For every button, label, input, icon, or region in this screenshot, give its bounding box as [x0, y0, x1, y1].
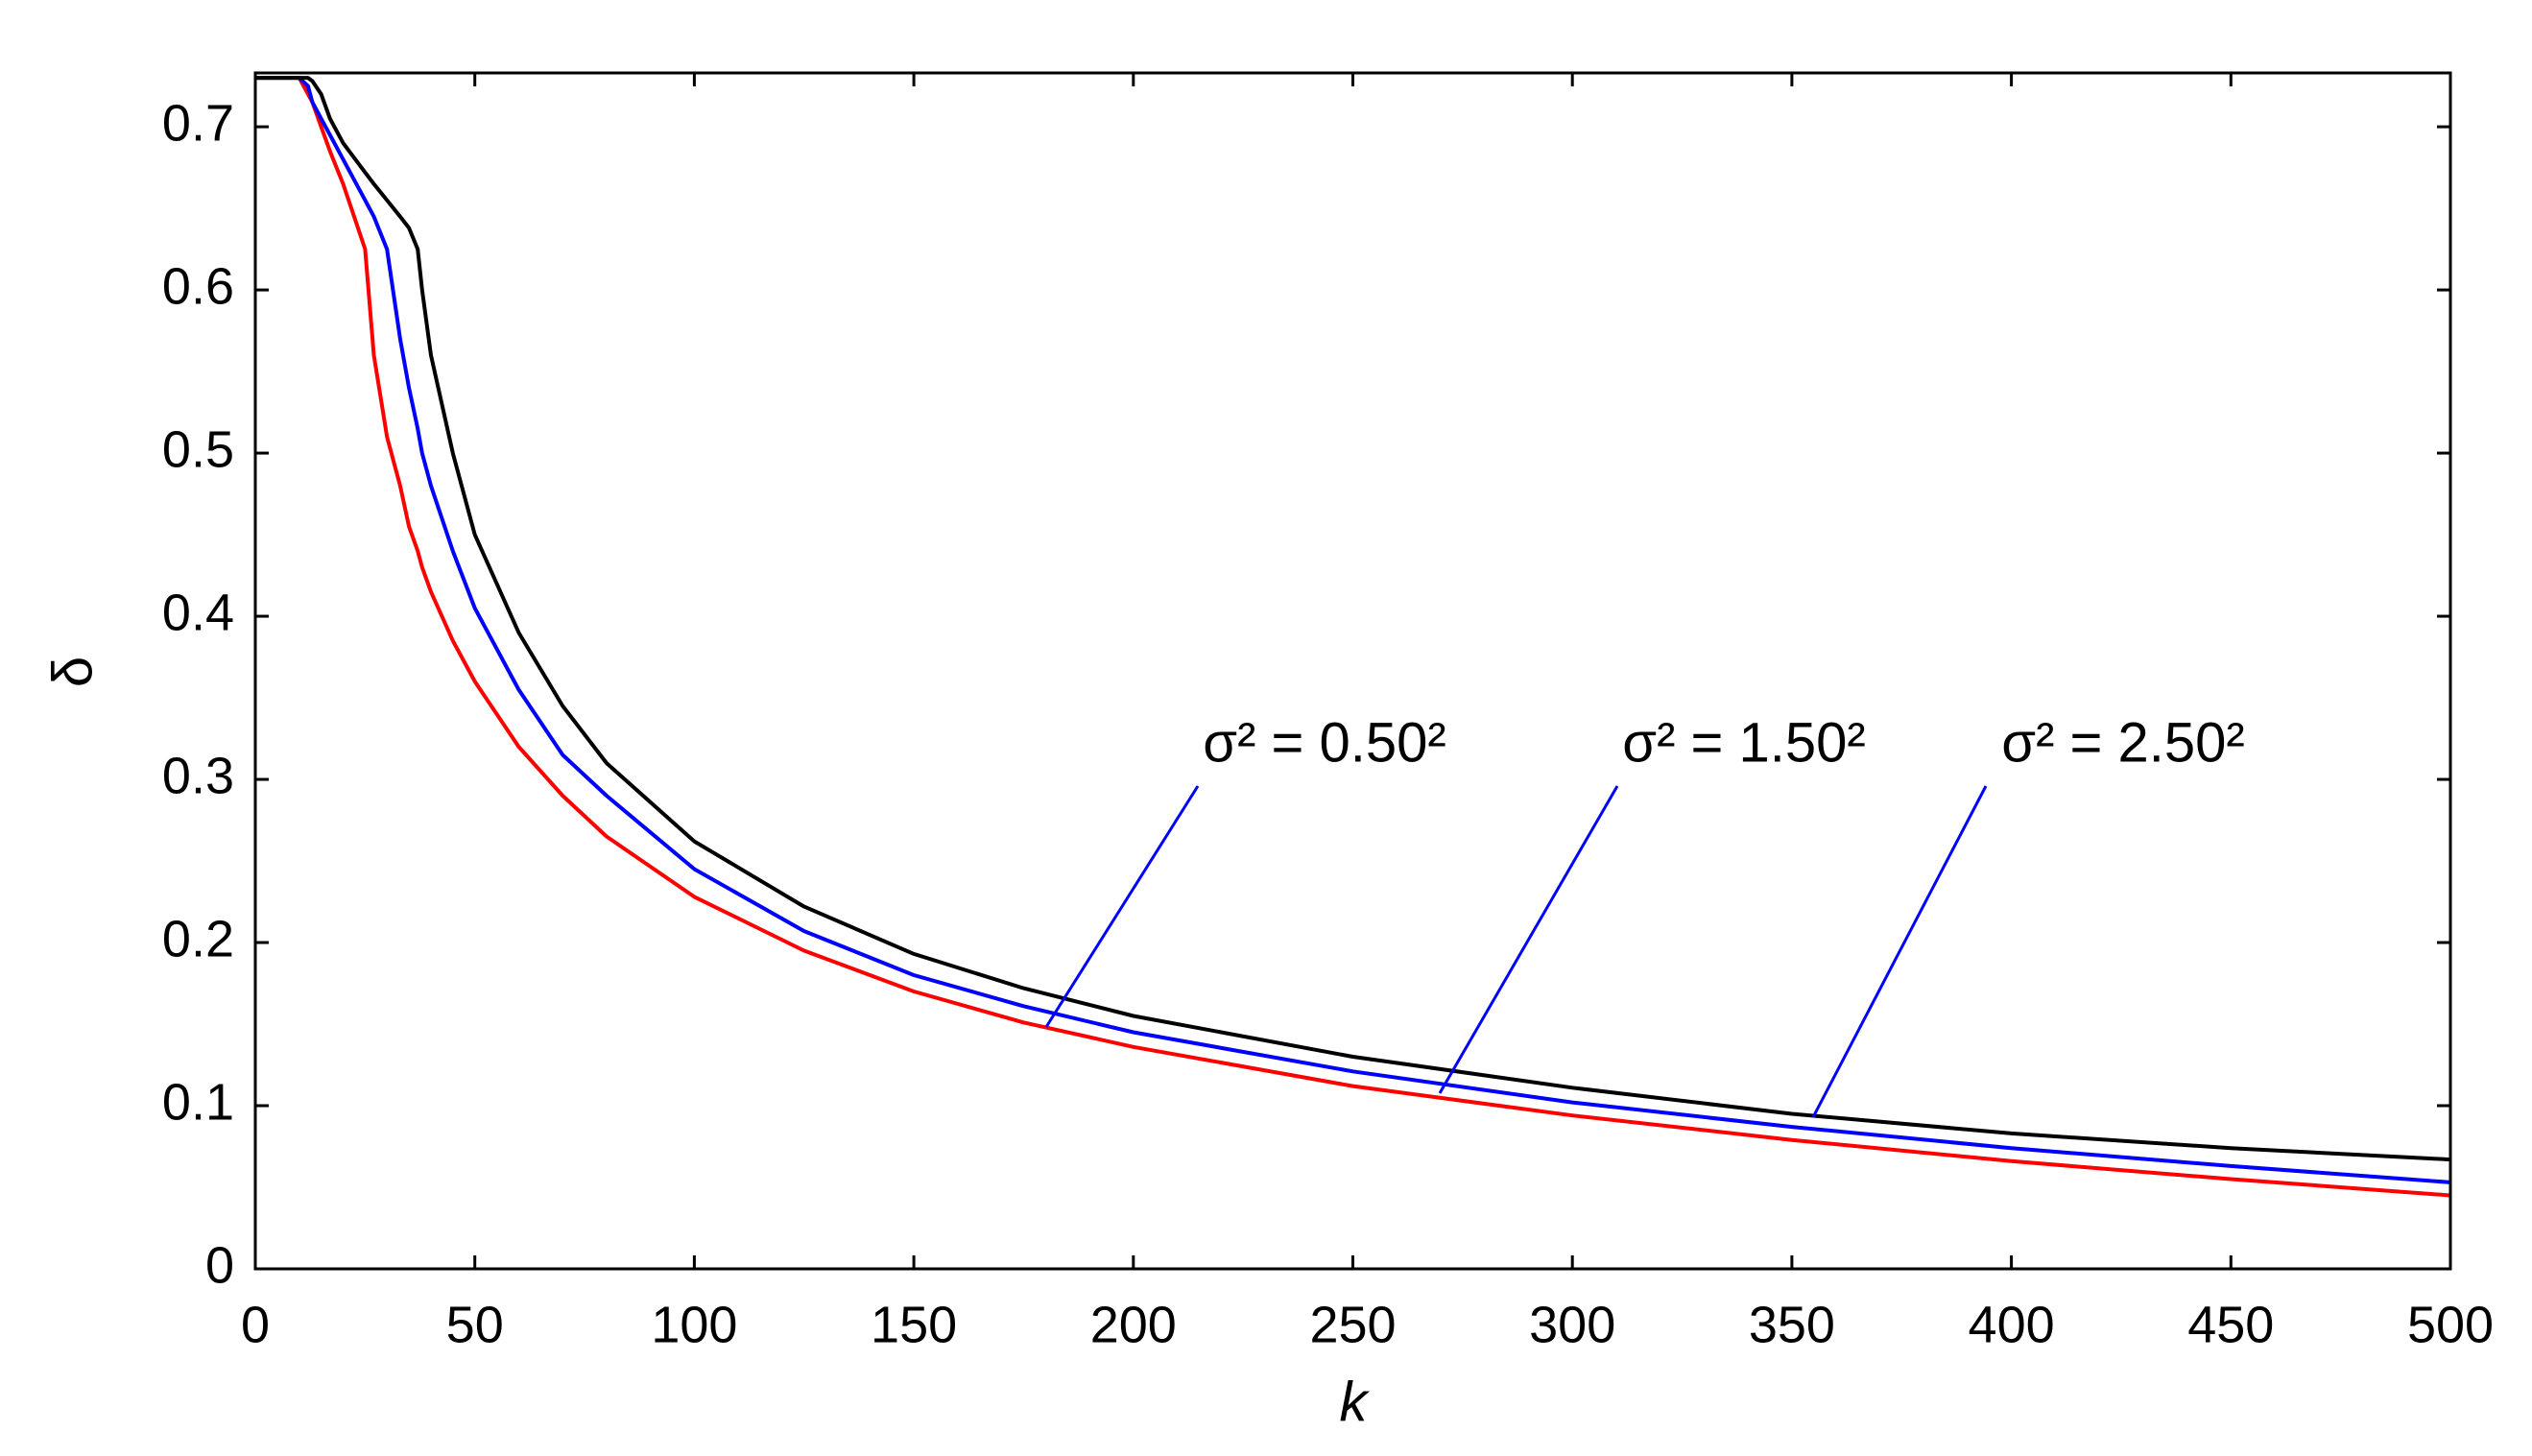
annotation-label: σ² = 1.50²	[1622, 711, 1865, 774]
x-tick-label: 50	[446, 1296, 504, 1353]
y-tick-label: 0.7	[162, 94, 234, 152]
x-tick-label: 200	[1090, 1296, 1177, 1353]
x-tick-label: 150	[871, 1296, 957, 1353]
x-tick-label: 300	[1529, 1296, 1615, 1353]
y-tick-label: 0.2	[162, 910, 234, 967]
x-tick-label: 350	[1749, 1296, 1835, 1353]
line-series	[255, 76, 2451, 1198]
annotation-pointer	[1811, 785, 1988, 1118]
y-axis-label: δ	[41, 656, 104, 687]
y-tick-label: 0.3	[162, 747, 234, 804]
line-series	[255, 76, 2451, 1162]
x-tick-label: 0	[241, 1296, 270, 1353]
annotation-pointer	[1438, 785, 1619, 1094]
annotation-label: σ² = 0.50²	[1203, 711, 1445, 774]
x-tick-label: 400	[1969, 1296, 2055, 1353]
y-tick-label: 0.4	[162, 584, 234, 641]
x-axis-label: k	[1340, 1371, 1371, 1433]
y-tick-label: 0.6	[162, 257, 234, 315]
x-tick-label: 450	[2187, 1296, 2274, 1353]
y-tick-label: 0.5	[162, 420, 234, 478]
y-tick-label: 0	[205, 1236, 234, 1294]
plot-frame	[253, 71, 2452, 1271]
annotation-pointer	[1044, 785, 1200, 1028]
annotation-label: σ² = 2.50²	[2001, 711, 2244, 774]
x-tick-label: 500	[2407, 1296, 2494, 1353]
x-tick-label: 100	[651, 1296, 737, 1353]
x-tick-label: 250	[1309, 1296, 1396, 1353]
y-tick-label: 0.1	[162, 1073, 234, 1131]
line-series	[255, 76, 2451, 1184]
